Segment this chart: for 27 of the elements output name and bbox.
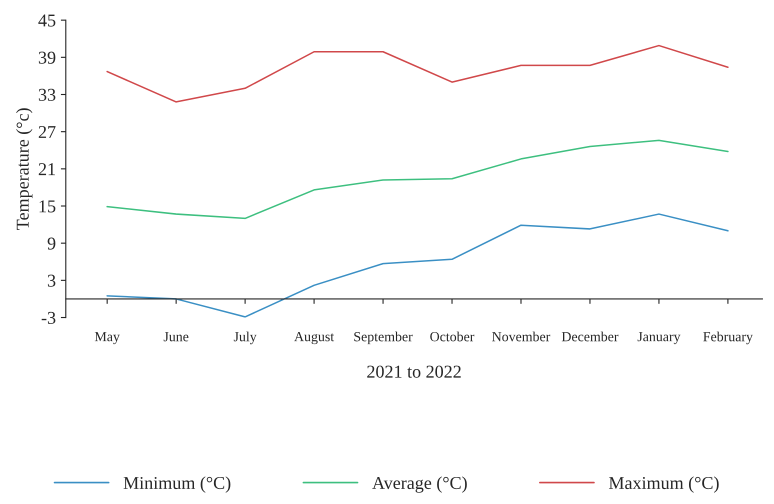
line-series — [106, 44, 729, 103]
x-tick-label: February — [703, 332, 753, 344]
y-tick-label: 3 — [48, 274, 56, 287]
x-tick-label: May — [94, 332, 120, 344]
x-tick-label: June — [164, 332, 188, 342]
y-tick-label: -3 — [42, 312, 56, 324]
y-tick-label: 39 — [38, 52, 56, 64]
y-axis-title: Temperature (°c) — [16, 108, 32, 230]
y-tick-label: 45 — [38, 14, 56, 27]
x-tick-label: July — [234, 332, 257, 344]
x-axis-title: 2021 to 2022 — [367, 366, 461, 378]
x-tick-label: August — [294, 332, 334, 344]
x-tick-label: November — [492, 332, 550, 342]
y-tick-label: 33 — [38, 88, 56, 101]
x-tick-label: December — [562, 332, 618, 342]
x-tick-label: January — [638, 332, 680, 344]
x-tick-label: October — [430, 332, 474, 342]
y-tick-label: 21 — [38, 163, 55, 176]
y-tick-label: 27 — [38, 126, 56, 138]
y-tick-label: 15 — [40, 200, 56, 212]
line-series — [106, 213, 729, 318]
legend-label: Minimum (°C) — [124, 476, 230, 493]
y-tick-label: 9 — [48, 237, 56, 250]
legend-label: Maximum (°C) — [608, 476, 719, 493]
legend-label: Average (°C) — [372, 476, 467, 493]
line-series — [106, 140, 729, 220]
x-tick-label: September — [354, 332, 413, 344]
